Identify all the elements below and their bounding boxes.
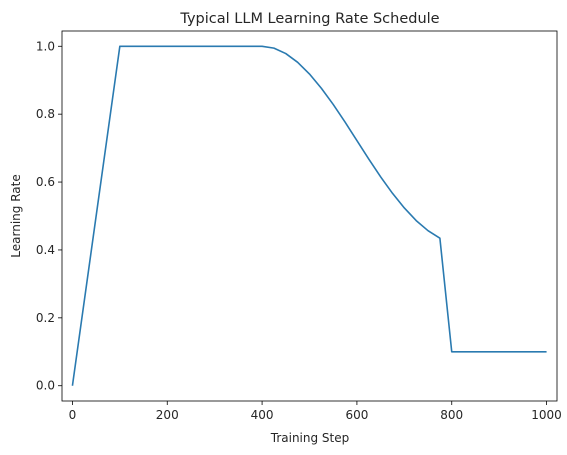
y-tick-label: 0.6: [36, 175, 55, 189]
y-axis: 0.0 0.2 0.4 0.6 0.8 1.0: [36, 39, 62, 393]
y-tick-label: 1.0: [36, 39, 55, 53]
x-tick-label: 0: [69, 408, 77, 422]
x-tick-label: 600: [345, 408, 368, 422]
x-tick-label: 400: [251, 408, 274, 422]
x-axis: 0 200 400 600 800 1000: [69, 401, 562, 422]
series-line-learning-rate: [71, 45, 547, 386]
x-tick-label: 800: [440, 408, 463, 422]
x-tick-label: 200: [156, 408, 179, 422]
y-tick-label: 0.0: [36, 379, 55, 393]
y-tick-label: 0.2: [36, 311, 55, 325]
y-axis-label: Learning Rate: [9, 174, 23, 257]
chart-title: Typical LLM Learning Rate Schedule: [179, 11, 439, 27]
x-axis-label: Training Step: [270, 431, 350, 445]
x-tick-label: 1000: [531, 408, 562, 422]
y-tick-label: 0.4: [36, 243, 55, 257]
y-tick-label: 0.8: [36, 107, 55, 121]
plot-area-frame: [61, 30, 558, 402]
